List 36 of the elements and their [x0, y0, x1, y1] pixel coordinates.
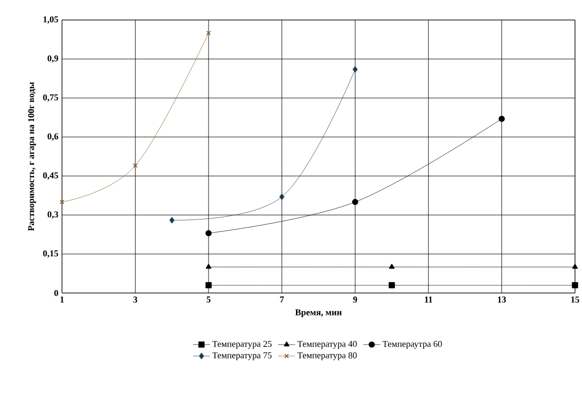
x-tick-label: 15 — [571, 296, 580, 303]
point — [169, 217, 174, 224]
x-tick-label: 5 — [206, 296, 210, 302]
x-tick-label: 13 — [498, 296, 506, 303]
y-tick-label: 0,75 — [43, 94, 58, 102]
point — [389, 264, 395, 269]
point — [352, 198, 358, 206]
x-tick-label: 1 — [60, 296, 64, 302]
y-tick-label: 0,45 — [43, 172, 58, 180]
legend-label: Температура 80 — [297, 352, 357, 360]
y-tick-label: 1,05 — [44, 16, 58, 24]
point — [352, 66, 358, 72]
x-tick-label: 3 — [133, 296, 138, 303]
y-tick-label: 0 — [54, 290, 58, 296]
legend-label: Температура 40 — [297, 340, 357, 349]
y-tick-label: 0,15 — [43, 250, 58, 258]
point — [206, 264, 212, 269]
point — [388, 282, 395, 288]
x-tick-label: 7 — [280, 296, 284, 302]
point — [205, 282, 212, 288]
point — [572, 282, 578, 288]
y-tick-label: 0,3 — [48, 211, 58, 219]
x-tick-label: 9 — [353, 296, 358, 303]
point — [205, 230, 212, 236]
legend-label: Темпераутра 60 — [382, 340, 442, 349]
point — [132, 163, 138, 168]
point — [279, 194, 284, 200]
legend-label: Температура 25 — [212, 340, 272, 349]
y-tick-label: 0,9 — [48, 55, 58, 63]
point — [572, 264, 578, 269]
y-axis-title: Растворимость, г агара на 100г воды — [28, 82, 36, 231]
x-axis-title: Время, мин — [295, 309, 342, 318]
y-tick-label: 0,6 — [48, 133, 58, 141]
x-tick-label: 11 — [424, 296, 432, 302]
point — [498, 116, 505, 122]
legend-label: Температура 75 — [212, 352, 272, 360]
